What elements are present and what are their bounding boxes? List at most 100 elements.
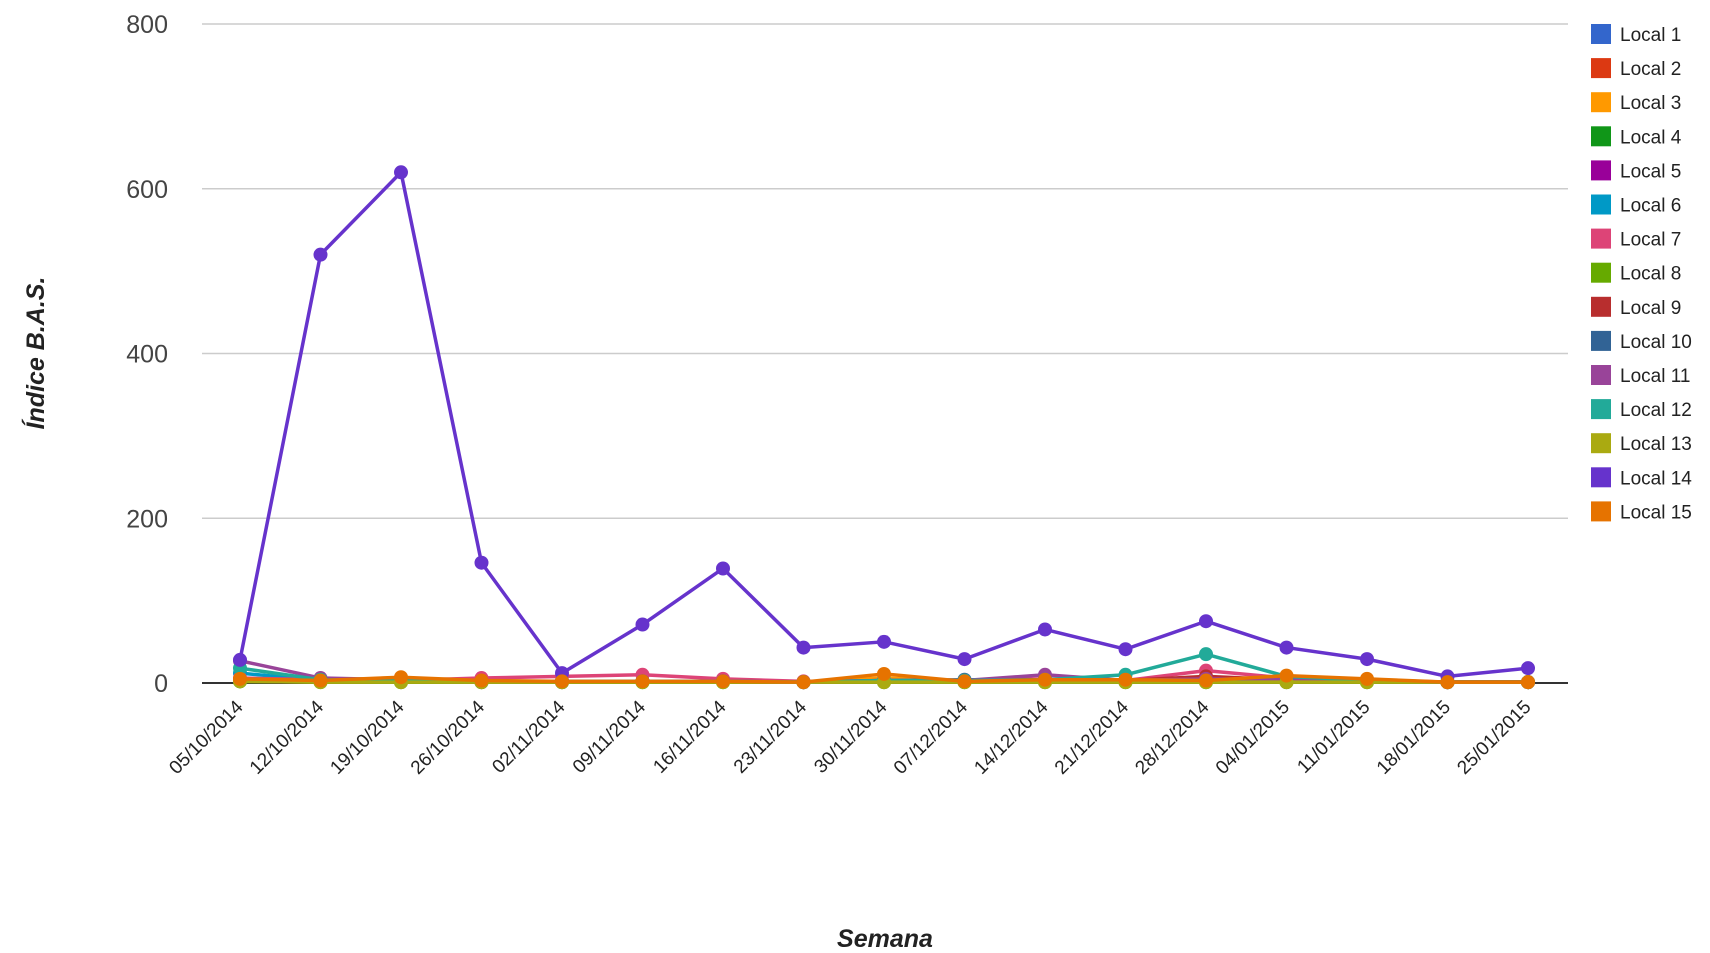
x-tick-label: 05/10/2014 (165, 696, 247, 778)
legend-label: Local 9 (1620, 298, 1681, 319)
legend-swatch (1591, 433, 1611, 454)
y-tick-label: 0 (154, 670, 168, 698)
legend-item: Local 2 (1591, 58, 1681, 80)
legend-label: Local 15 (1620, 502, 1692, 523)
legend-label: Local 5 (1620, 161, 1681, 182)
legend-item: Local 14 (1591, 467, 1692, 489)
data-point (877, 634, 891, 649)
legend-label: Local 7 (1620, 230, 1681, 251)
legend-swatch (1591, 365, 1611, 385)
x-tick-label: 18/01/2015 (1373, 697, 1455, 779)
data-point (1360, 652, 1374, 667)
y-axis-title: Índice B.A.S. (21, 277, 50, 430)
x-tick-label: 16/11/2014 (649, 696, 730, 777)
legend-item: Local 13 (1591, 433, 1692, 455)
legend-swatch (1591, 296, 1611, 317)
data-point (1118, 672, 1133, 687)
legend-swatch (1591, 92, 1611, 113)
data-point (233, 671, 247, 686)
data-point (635, 617, 650, 632)
data-point (1279, 668, 1294, 683)
x-tick-label: 25/01/2015 (1453, 697, 1535, 779)
legend-swatch (1591, 126, 1611, 147)
x-tick-label: 14/12/2014 (970, 696, 1052, 778)
series-local-15 (233, 666, 1535, 690)
data-point (474, 555, 489, 570)
y-tick-label: 400 (126, 341, 168, 369)
legend-swatch (1591, 58, 1611, 79)
legend-label: Local 14 (1620, 468, 1692, 489)
data-point (1360, 671, 1374, 686)
data-point (394, 670, 408, 685)
x-tick-label: 23/11/2014 (730, 696, 811, 777)
x-tick-label: 30/11/2014 (810, 696, 891, 777)
data-point (957, 652, 972, 667)
data-point (313, 673, 328, 688)
series-line (238, 170, 1529, 679)
x-tick-label: 12/10/2014 (246, 696, 328, 778)
y-axis-ticks: 0 200 400 600 800 (126, 11, 168, 698)
legend-label: Local 2 (1620, 59, 1681, 80)
legend-swatch (1591, 262, 1611, 283)
legend-swatch (1591, 194, 1611, 215)
legend-swatch (1591, 501, 1611, 522)
legend-item: Local 4 (1591, 126, 1682, 148)
data-point (474, 673, 489, 688)
legend-label: Local 3 (1620, 93, 1681, 114)
legend: Local 1 Local 2 Local 3 Local 4 Local 5 Local… (1591, 24, 1692, 523)
x-tick-label: 04/01/2015 (1212, 697, 1294, 779)
legend-label: Local 8 (1620, 264, 1681, 285)
x-axis-ticks: 05/10/201412/10/201419/10/201426/10/2014… (165, 696, 1535, 778)
series-local-14 (233, 165, 1535, 684)
x-tick-label: 07/12/2014 (890, 696, 972, 778)
x-tick-label: 09/11/2014 (569, 696, 650, 777)
data-point (877, 666, 891, 681)
legend-label: Local 10 (1620, 332, 1692, 353)
y-tick-label: 800 (126, 11, 168, 39)
x-tick-label: 19/10/2014 (326, 696, 408, 778)
legend-label: Local 13 (1620, 434, 1692, 455)
legend-label: Local 1 (1620, 25, 1681, 46)
data-point (1521, 675, 1535, 690)
x-tick-label: 02/11/2014 (488, 696, 569, 777)
legend-item: Local 11 (1591, 365, 1690, 387)
y-tick-label: 200 (126, 505, 168, 533)
data-point (716, 561, 730, 576)
legend-swatch (1591, 160, 1611, 181)
data-point (957, 674, 972, 689)
data-point (1199, 647, 1213, 662)
data-point (635, 674, 650, 689)
legend-swatch (1591, 228, 1611, 249)
legend-label: Local 6 (1620, 196, 1681, 217)
legend-item: Local 8 (1591, 262, 1681, 285)
data-point (1521, 661, 1535, 676)
data-point (716, 674, 730, 689)
legend-swatch (1591, 467, 1611, 488)
data-point (1199, 614, 1213, 629)
data-point (1118, 642, 1133, 657)
data-point (1199, 673, 1213, 688)
data-point (1038, 622, 1052, 637)
data-point (394, 165, 408, 180)
y-tick-label: 600 (126, 176, 168, 204)
data-point (313, 247, 328, 262)
series-lines (233, 165, 1535, 690)
legend-item: Local 3 (1591, 92, 1681, 114)
data-point (233, 652, 247, 667)
legend-item: Local 10 (1591, 330, 1692, 353)
legend-label: Local 12 (1620, 400, 1692, 421)
data-point (555, 674, 569, 689)
x-tick-label: 28/12/2014 (1131, 696, 1213, 778)
data-point (796, 640, 811, 655)
gridlines (202, 23, 1568, 684)
x-tick-label: 11/01/2015 (1293, 697, 1374, 778)
legend-item: Local 9 (1591, 296, 1681, 319)
legend-item: Local 15 (1591, 501, 1692, 523)
legend-item: Local 12 (1591, 399, 1692, 421)
x-tick-label: 21/12/2014 (1051, 696, 1133, 778)
legend-label: Local 11 (1620, 366, 1690, 387)
x-axis-title: Semana (837, 925, 933, 953)
legend-item: Local 7 (1591, 228, 1681, 251)
x-tick-label: 26/10/2014 (407, 696, 489, 778)
